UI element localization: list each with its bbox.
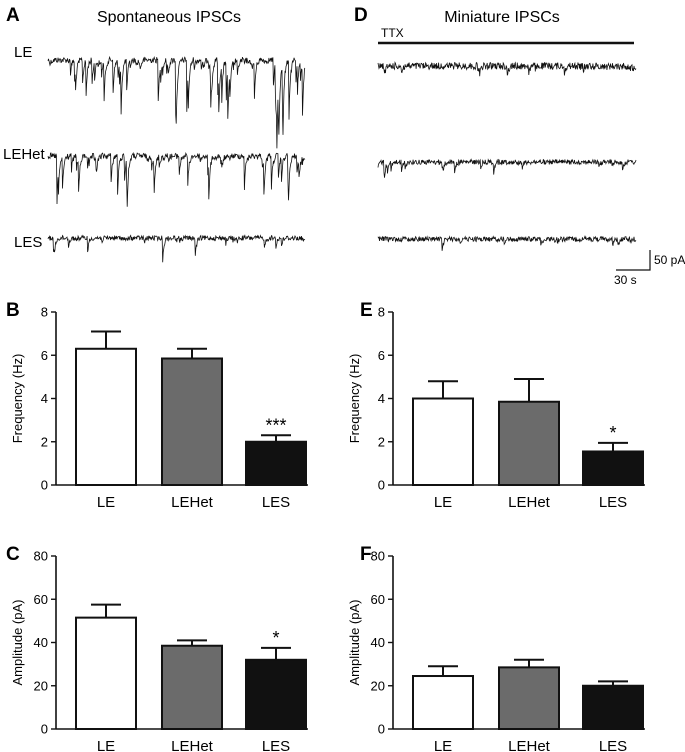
y-axis-title-f: Amplitude (pA)	[347, 600, 362, 686]
bar-c-le	[75, 616, 137, 730]
ttx-label: TTX	[381, 26, 404, 40]
trace-le-miniature	[377, 61, 637, 77]
y-tick-label-f: 20	[371, 678, 385, 693]
y-tick-label-e: 2	[378, 434, 385, 449]
significance-marker-e: *	[609, 423, 616, 443]
scale-bar-y-label: 50 pA	[654, 253, 685, 267]
bar-charts: 0 2 4 6 8 Frequency (Hz) LE LEHet LES *** 0 2 4 6 8 Fre…	[10, 305, 645, 752]
category-label-e: LE	[434, 494, 452, 511]
bar-c-lehet	[161, 644, 223, 731]
y-tick-label-b: 4	[41, 391, 48, 406]
bar-b-lehet	[161, 357, 223, 486]
category-label-c: LEHet	[171, 738, 214, 752]
y-tick-label-f: 40	[371, 635, 385, 650]
category-label-e: LES	[599, 494, 627, 511]
trace-label-le: LE	[14, 44, 32, 61]
panel-letter-d: D	[354, 5, 368, 26]
category-label-c: LES	[262, 738, 290, 752]
trace-lehet-spontaneous	[47, 152, 306, 207]
y-tick-label-b: 6	[41, 348, 48, 363]
category-label-f: LEHet	[508, 738, 551, 752]
current-traces	[47, 55, 637, 263]
bar-b-le	[75, 347, 137, 487]
bar-f-le	[412, 675, 474, 730]
y-tick-label-c: 0	[41, 722, 48, 737]
chart-b: 0 2 4 6 8 Frequency (Hz) LE LEHet LES ***	[10, 305, 308, 511]
scale-bar-x-label: 30 s	[614, 273, 637, 287]
significance-marker-c: *	[272, 628, 279, 648]
panel-letter-a: A	[6, 5, 20, 26]
trace-les-spontaneous	[47, 234, 306, 263]
y-tick-label-c: 40	[34, 635, 48, 650]
scale-bar: 50 pA 30 s	[614, 250, 685, 287]
y-tick-label-b: 8	[41, 305, 48, 320]
category-label-b: LEHet	[171, 494, 214, 511]
y-axis-title-c: Amplitude (pA)	[10, 600, 25, 686]
category-label-c: LE	[97, 738, 115, 752]
y-tick-label-e: 4	[378, 391, 385, 406]
bar-c-les	[245, 658, 307, 730]
miniature-ipscs-title: Miniature IPSCs	[444, 9, 560, 26]
panel-letter-f: F	[360, 544, 372, 565]
y-tick-label-f: 60	[371, 592, 385, 607]
bar-e-le	[412, 397, 474, 486]
y-tick-label-b: 0	[41, 478, 48, 493]
chart-c: 0 20 40 60 80 Amplitude (pA) LE LEHet LES *	[10, 549, 308, 752]
category-label-b: LE	[97, 494, 115, 511]
panel-letter-e: E	[360, 300, 373, 321]
category-label-b: LES	[262, 494, 290, 511]
panel-letter-c: C	[6, 544, 20, 565]
category-label-e: LEHet	[508, 494, 551, 511]
trace-les-miniature	[377, 235, 637, 251]
y-tick-label-c: 20	[34, 678, 48, 693]
significance-marker-b: ***	[265, 415, 286, 435]
chart-f: 0 20 40 60 80 Amplitude (pA) LE LEHet LES	[347, 549, 645, 752]
bar-e-les	[582, 450, 644, 487]
panel-letter-b: B	[6, 300, 20, 321]
y-tick-label-c: 80	[34, 549, 48, 564]
category-label-f: LE	[434, 738, 452, 752]
category-label-f: LES	[599, 738, 627, 752]
y-tick-label-f: 80	[371, 549, 385, 564]
bar-f-les	[582, 684, 644, 730]
trace-label-lehet: LEHet	[3, 146, 46, 163]
y-axis-title-e: Frequency (Hz)	[347, 354, 362, 444]
bar-f-lehet	[498, 666, 560, 731]
bar-b-les	[245, 440, 307, 486]
y-tick-label-e: 8	[378, 305, 385, 320]
trace-le-spontaneous	[47, 55, 306, 149]
y-tick-label-e: 0	[378, 478, 385, 493]
y-tick-label-e: 6	[378, 348, 385, 363]
y-tick-label-b: 2	[41, 434, 48, 449]
y-tick-label-f: 0	[378, 722, 385, 737]
scale-bar-lines	[616, 250, 651, 271]
y-tick-label-c: 60	[34, 592, 48, 607]
trace-label-les: LES	[14, 234, 42, 251]
bar-e-lehet	[498, 400, 560, 486]
spontaneous-ipscs-title: Spontaneous IPSCs	[97, 9, 241, 26]
y-axis-title-b: Frequency (Hz)	[10, 354, 25, 444]
trace-lehet-miniature	[377, 158, 637, 178]
chart-e: 0 2 4 6 8 Frequency (Hz) LE LEHet LES *	[347, 305, 645, 511]
